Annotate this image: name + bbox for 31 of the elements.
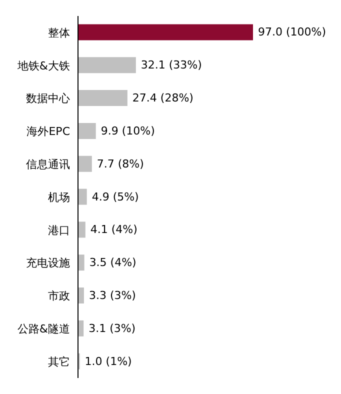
bar: [78, 254, 84, 271]
data-label: 3.1 (3%): [88, 322, 136, 335]
data-label: 32.1 (33%): [140, 58, 202, 72]
y-tick-label: 海外EPC: [26, 125, 70, 138]
bar: [78, 122, 96, 139]
y-tick-label: 地铁&大铁: [16, 59, 70, 72]
bar: [78, 156, 92, 172]
y-tick-label: 公路&隧道: [17, 322, 70, 336]
bar: [78, 222, 86, 238]
y-tick-label: 信息通讯: [26, 158, 70, 171]
bar: [78, 288, 84, 304]
data-label: 4.1 (4%): [90, 223, 138, 236]
y-tick-label: 整体: [48, 26, 70, 40]
data-label: 7.7 (8%): [96, 157, 144, 170]
data-label: 9.9 (10%): [100, 124, 155, 138]
bar: [78, 57, 136, 74]
data-label: 27.4 (28%): [132, 92, 194, 105]
y-tick-label: 机场: [48, 190, 70, 204]
data-label: 3.3 (3%): [88, 289, 136, 302]
y-tick-label: 充电设施: [26, 256, 70, 270]
y-tick-label: 数据中心: [26, 92, 70, 106]
y-tick-label: 市政: [48, 290, 70, 303]
bar: [78, 24, 253, 40]
data-label: 3.5 (4%): [89, 256, 136, 270]
data-label: 4.9 (5%): [92, 190, 139, 204]
data-label: 1.0 (1%): [84, 354, 132, 368]
bar: [78, 90, 128, 106]
y-tick-label: 其它: [48, 355, 70, 368]
bar: [78, 188, 87, 205]
y-tick-label: 港口: [48, 224, 70, 237]
data-label: 97.0 (100%): [258, 26, 326, 39]
